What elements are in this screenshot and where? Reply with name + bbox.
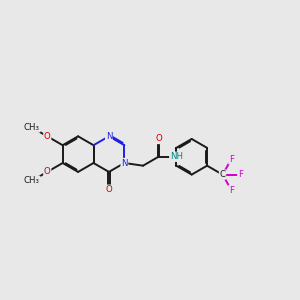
Text: F: F [229,185,234,194]
Text: O: O [106,185,112,194]
Text: C: C [220,170,226,179]
Text: O: O [44,167,51,176]
Text: F: F [238,170,243,179]
Text: CH₃: CH₃ [24,123,40,132]
Text: F: F [229,155,234,164]
Text: O: O [44,132,51,141]
Text: O: O [155,134,162,143]
Text: N: N [121,158,127,167]
Text: NH: NH [170,152,183,161]
Text: N: N [106,132,112,141]
Text: CH₃: CH₃ [24,176,40,185]
